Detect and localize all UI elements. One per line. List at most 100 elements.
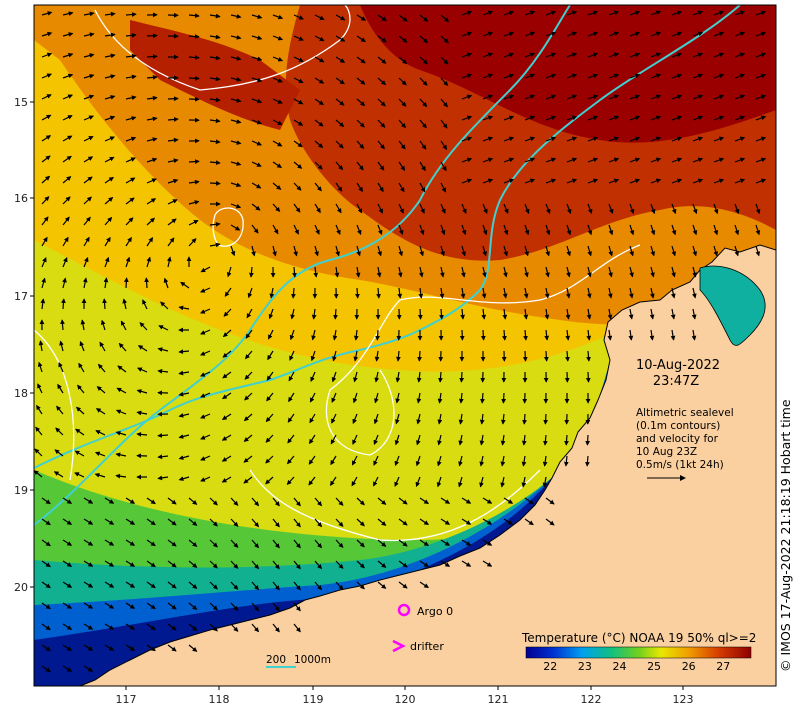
velocity-arrow: [419, 161, 426, 172]
velocity-arrow: [482, 136, 494, 142]
velocity-arrow: [377, 35, 387, 43]
velocity-arrow: [397, 266, 403, 278]
velocity-arrow: [61, 298, 66, 310]
velocity-arrow: [608, 266, 613, 278]
velocity-arrow: [755, 52, 767, 58]
velocity-arrow: [104, 176, 114, 184]
velocity-arrow: [251, 518, 260, 528]
velocity-arrow: [351, 455, 358, 466]
velocity-arrow: [115, 409, 127, 415]
velocity-arrow: [692, 31, 704, 37]
velocity-arrow: [502, 287, 508, 299]
velocity-arrow: [734, 136, 746, 142]
velocity-arrow: [167, 158, 179, 164]
velocity-arrow: [671, 157, 683, 163]
velocity-arrow: [544, 329, 550, 341]
velocity-arrow: [78, 362, 85, 373]
velocity-arrow: [692, 157, 704, 163]
colorbar-tick-label: 26: [682, 660, 696, 673]
velocity-arrow: [251, 497, 260, 507]
velocity-arrow: [416, 413, 421, 425]
velocity-arrow: [163, 277, 169, 289]
velocity-arrow: [76, 406, 85, 415]
velocity-arrow: [419, 77, 428, 86]
sealevel-legend: Altimetric sealevel (0.1m contours) and …: [636, 407, 734, 481]
velocity-arrow: [74, 472, 85, 478]
velocity-arrow: [83, 32, 95, 38]
velocity-arrow: [416, 434, 421, 446]
colorbar-tick-label: 27: [716, 660, 730, 673]
velocity-arrow: [377, 98, 386, 107]
velocity-arrow: [713, 52, 725, 58]
velocity-arrow: [230, 56, 242, 61]
velocity-arrow: [167, 539, 177, 547]
velocity-arrow: [167, 560, 177, 568]
velocity-arrow: [670, 329, 676, 341]
velocity-arrow: [139, 322, 148, 331]
velocity-arrow: [356, 182, 364, 193]
velocity-arrow: [398, 77, 407, 86]
velocity-arrow: [265, 434, 274, 443]
velocity-arrow: [608, 245, 613, 257]
velocity-arrow: [713, 224, 719, 236]
velocity-arrow: [587, 52, 599, 58]
velocity-arrow: [188, 13, 200, 18]
velocity-arrow: [188, 644, 198, 652]
velocity-arrow: [125, 32, 137, 38]
velocity-arrow: [265, 455, 274, 464]
velocity-arrow: [398, 539, 408, 547]
temperature-colorbar: Temperature (°C) NOAA 19 50% ql>=2 22 23 2…: [521, 631, 756, 673]
velocity-arrow: [123, 277, 129, 289]
velocity-arrow: [585, 371, 591, 383]
velocity-arrow: [503, 178, 515, 184]
velocity-arrow: [629, 224, 635, 236]
velocity-arrow: [293, 119, 304, 126]
velocity-arrow: [41, 196, 50, 205]
velocity-arrow: [57, 383, 64, 394]
velocity-arrow: [356, 77, 366, 85]
velocity-arrow: [545, 115, 557, 121]
velocity-arrow: [104, 156, 115, 163]
velocity-arrow: [178, 434, 190, 439]
velocity-arrow: [419, 539, 429, 547]
velocity-arrow: [293, 497, 301, 507]
velocity-arrow: [249, 266, 254, 278]
velocity-arrow: [230, 161, 242, 166]
velocity-arrow: [692, 245, 698, 257]
velocity-arrow: [566, 31, 578, 37]
velocity-arrow: [335, 539, 344, 548]
velocity-arrow: [713, 94, 725, 100]
velocity-arrow: [629, 115, 641, 121]
velocity-arrow: [335, 161, 344, 171]
velocity-arrow: [545, 31, 557, 37]
velocity-arrow: [335, 98, 345, 106]
velocity-arrow: [503, 10, 515, 16]
velocity-arrow: [395, 371, 401, 383]
velocity-arrow: [209, 602, 218, 611]
velocity-arrow: [104, 539, 115, 546]
velocity-arrow: [545, 73, 557, 79]
velocity-arrow: [394, 455, 400, 467]
velocity-arrow: [649, 329, 655, 341]
velocity-arrow: [167, 518, 177, 526]
velocity-arrow: [41, 216, 49, 226]
velocity-arrow: [524, 115, 536, 121]
velocity-arrow: [188, 219, 199, 226]
velocity-arrow: [83, 256, 89, 268]
velocity-arrow: [377, 182, 384, 193]
velocity-arrow: [104, 602, 115, 609]
velocity-arrow: [188, 179, 200, 185]
velocity-arrow: [137, 367, 148, 373]
velocity-arrow: [629, 178, 641, 184]
velocity-arrow: [377, 119, 386, 128]
velocity-arrow: [377, 14, 387, 22]
velocity-arrow: [482, 52, 494, 58]
velocity-arrow: [167, 644, 177, 652]
velocity-arrow: [178, 455, 190, 460]
velocity-arrows: [33, 10, 767, 673]
velocity-arrow: [293, 140, 303, 148]
velocity-arrow: [104, 216, 113, 226]
velocity-arrow: [314, 98, 324, 106]
velocity-arrow: [587, 31, 599, 37]
velocity-arrow: [734, 157, 746, 163]
